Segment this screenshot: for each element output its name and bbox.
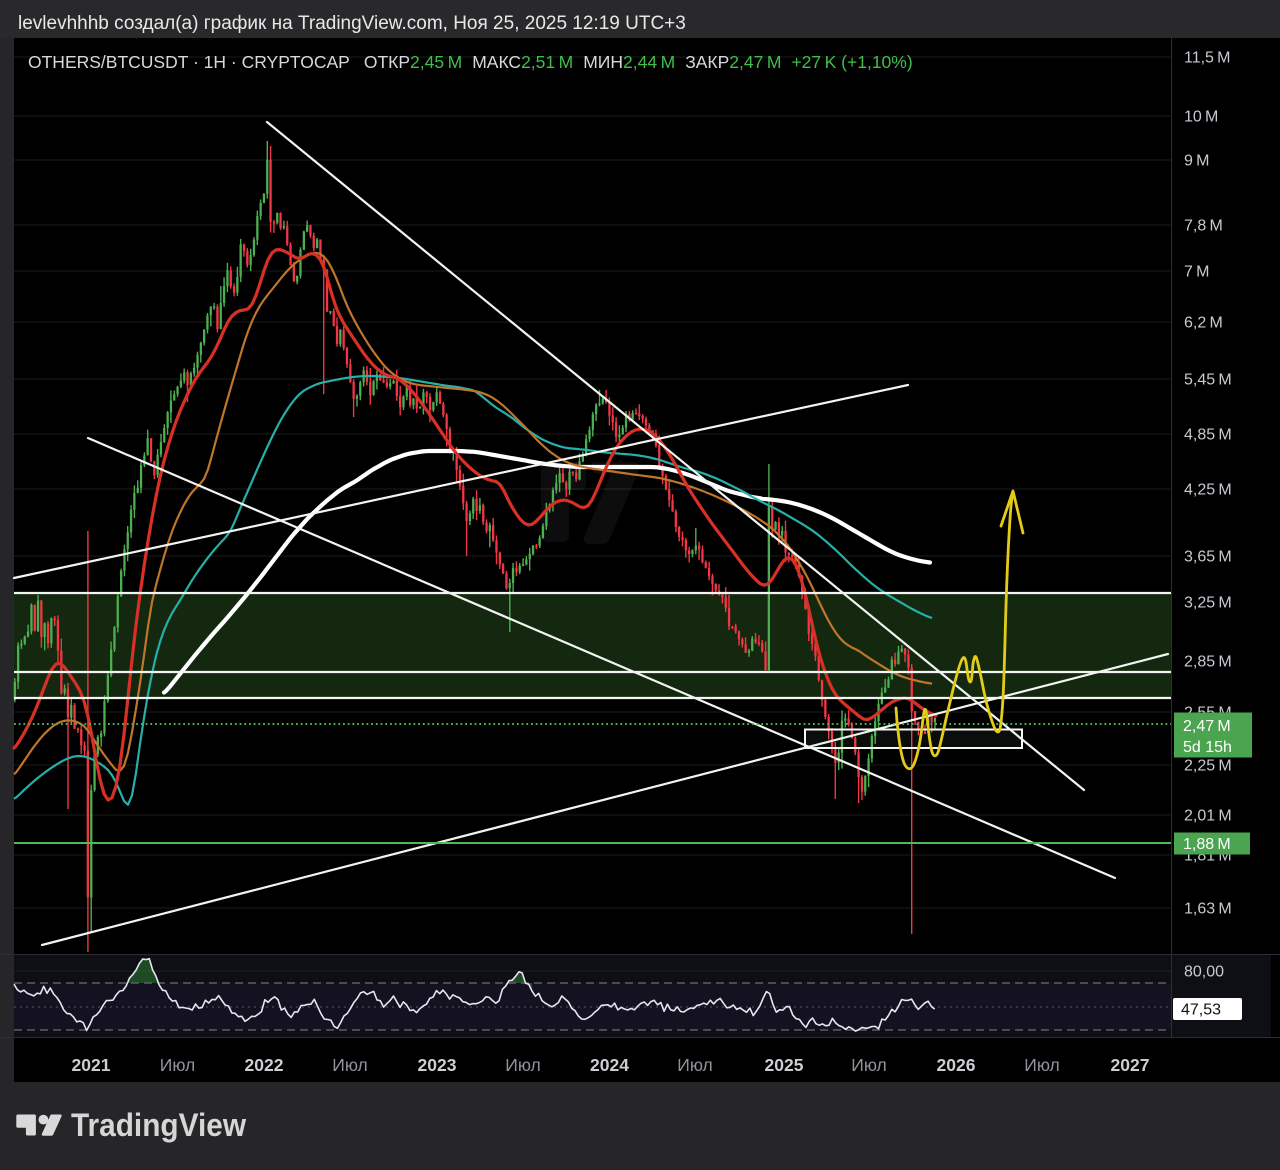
svg-text:7 M: 7 M [1184, 264, 1209, 281]
svg-text:2024: 2024 [590, 1055, 629, 1075]
svg-text:5,45 M: 5,45 M [1184, 372, 1232, 389]
svg-text:7,8 M: 7,8 M [1184, 218, 1223, 235]
svg-text:2,25 M: 2,25 M [1184, 758, 1232, 775]
svg-text:4,85 M: 4,85 M [1184, 427, 1232, 444]
svg-text:47,53: 47,53 [1181, 1002, 1221, 1019]
svg-text:5d 15h: 5d 15h [1183, 739, 1232, 756]
svg-text:4,25 M: 4,25 M [1184, 482, 1232, 499]
svg-text:Июл: Июл [505, 1055, 541, 1075]
svg-text:80,00: 80,00 [1184, 964, 1224, 981]
svg-text:2,47 M: 2,47 M [1183, 718, 1231, 735]
svg-text:2022: 2022 [245, 1055, 284, 1075]
svg-text:11,5 M: 11,5 M [1184, 50, 1230, 67]
svg-text:10 M: 10 M [1184, 109, 1218, 126]
svg-text:1,88 M: 1,88 M [1183, 836, 1231, 853]
svg-text:Июл: Июл [677, 1055, 713, 1075]
svg-text:2,01 M: 2,01 M [1184, 808, 1232, 825]
svg-text:2021: 2021 [72, 1055, 111, 1075]
svg-text:Июл: Июл [851, 1055, 887, 1075]
svg-text:3,25 M: 3,25 M [1184, 595, 1232, 612]
svg-text:2027: 2027 [1111, 1055, 1150, 1075]
svg-text:TradingView: TradingView [71, 1107, 246, 1143]
svg-text:6,2 M: 6,2 M [1184, 315, 1223, 332]
svg-text:1,63 M: 1,63 M [1184, 901, 1232, 918]
svg-text:2023: 2023 [418, 1055, 457, 1075]
svg-text:2,85 M: 2,85 M [1184, 654, 1232, 671]
svg-text:3,65 M: 3,65 M [1184, 549, 1232, 566]
svg-text:2026: 2026 [937, 1055, 976, 1075]
svg-text:2025: 2025 [765, 1055, 804, 1075]
svg-text:Июл: Июл [160, 1055, 196, 1075]
svg-text:levlevhhhb создал(а) график на: levlevhhhb создал(а) график на TradingVi… [18, 13, 686, 34]
svg-text:9 M: 9 M [1184, 153, 1209, 170]
svg-text:Июл: Июл [1024, 1055, 1060, 1075]
svg-text:Июл: Июл [332, 1055, 368, 1075]
